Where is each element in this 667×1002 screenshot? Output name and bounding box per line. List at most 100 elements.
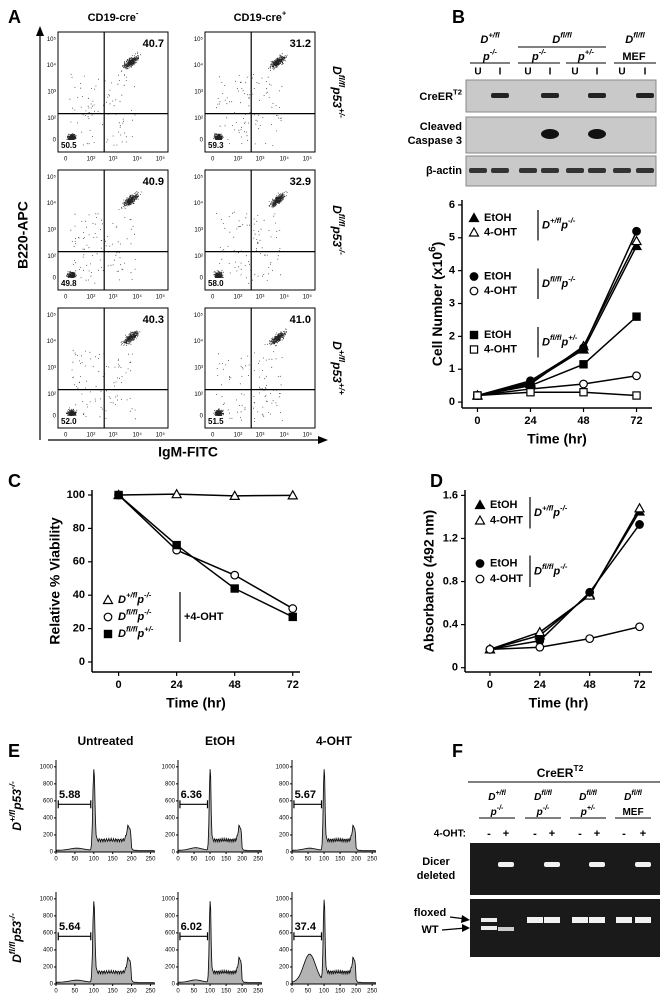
label-part: +/fl (550, 216, 562, 225)
label-part: D (10, 822, 24, 831)
label-part: p (552, 507, 560, 519)
label-part: +/fl (542, 503, 554, 512)
label-part: p (482, 51, 490, 63)
label-part: -/- (568, 274, 576, 283)
marker (229, 490, 241, 500)
y-tick-label: 10⁴ (194, 200, 204, 207)
label-part: D (542, 336, 550, 348)
panel-letter: E (8, 741, 20, 761)
plot-frame (57, 307, 169, 429)
label-part: D (542, 219, 550, 231)
x-tick-label: 250 (145, 989, 156, 995)
label-part: p (560, 219, 568, 231)
marker (632, 391, 641, 400)
marker (635, 622, 644, 632)
y-tick-label: 1000 (162, 764, 176, 770)
axis-title: Time (hr) (527, 431, 587, 447)
label-part: D (542, 278, 550, 290)
x-tick-label: 0 (474, 415, 480, 427)
x-tick-label: 250 (367, 857, 378, 863)
y-tick-label: 10⁵ (47, 36, 57, 43)
y-tick-label: 0 (452, 662, 458, 674)
x-tick-label: 50 (305, 857, 312, 863)
series-line (477, 391, 637, 397)
blot-band (588, 93, 606, 98)
x-tick-label: 50 (191, 989, 198, 995)
marker (288, 604, 298, 613)
marker (579, 360, 588, 369)
x-tick-label: 200 (351, 857, 362, 863)
x-tick-label: 50 (305, 989, 312, 995)
x-tick-label: 10³ (109, 295, 118, 301)
column-title: Untreated (77, 734, 133, 748)
quadrant-percent: 31.2 (290, 38, 311, 50)
x-tick-label: 0 (211, 433, 215, 439)
x-tick-label: 200 (237, 857, 248, 863)
marker (230, 584, 239, 593)
x-tick-label: 10⁵ (303, 156, 313, 163)
series-line (489, 626, 640, 651)
gel-band (544, 862, 560, 867)
y-tick-label: 0 (50, 982, 54, 988)
legend-marker (469, 272, 479, 281)
gel-band (481, 926, 497, 930)
y-tick-label: 1000 (40, 896, 54, 902)
histogram (177, 769, 262, 853)
panel-letter: A (8, 7, 21, 27)
x-tick-label: 250 (367, 989, 378, 995)
column-title: EtOH (205, 734, 235, 748)
y-tick-label: 1.6 (443, 489, 458, 501)
legend-label: EtOH (484, 329, 512, 341)
x-tick-label: 0 (54, 857, 58, 863)
subgroup-label: p-/- (482, 48, 497, 63)
gel (470, 843, 660, 895)
y-tick-label: 800 (279, 781, 290, 787)
quadrant-percent: 32.9 (290, 176, 311, 188)
y-tick-label: 80 (73, 522, 85, 534)
x-tick-label: 10² (234, 157, 243, 163)
label-part: D (534, 507, 542, 519)
y-tick-label: 800 (43, 913, 54, 919)
label-part: p (560, 278, 568, 290)
marker (171, 488, 183, 499)
y-tick-label: 0 (200, 138, 204, 144)
label-part: p (580, 807, 587, 818)
x-tick-label: 50 (72, 857, 79, 863)
label-part: +/- (568, 333, 578, 342)
y-tick-label: 0 (53, 138, 57, 144)
y-tick-label: 0 (449, 396, 455, 408)
lane-sign: - (533, 828, 537, 840)
x-tick-label: 24 (524, 415, 537, 427)
x-tick-label: 48 (229, 679, 241, 691)
label-part: -/- (7, 913, 17, 921)
legend-marker (103, 612, 113, 622)
blot-band (566, 168, 584, 173)
y-tick-label: 1000 (40, 764, 54, 770)
x-tick-label: 10² (234, 295, 243, 301)
legend-marker (469, 286, 479, 296)
y-tick-label: 600 (165, 930, 176, 936)
series-line (477, 240, 638, 397)
lane-label: U (474, 67, 481, 78)
panel-letter: D (430, 471, 443, 491)
y-tick-label: 0 (286, 850, 290, 856)
y-tick-label: 10⁴ (47, 62, 57, 69)
quadrant-percent: 52.0 (61, 417, 77, 426)
blot-band (541, 168, 559, 173)
blot-row-label: Caspase 3 (408, 135, 462, 147)
series-line (489, 507, 641, 651)
blot-band (613, 168, 631, 173)
x-tick-label: 0 (64, 433, 68, 439)
legend-label: 4-OHT (490, 573, 523, 585)
gate-value: 5.67 (295, 789, 316, 801)
lane-label: I (499, 67, 502, 78)
blot-band (491, 168, 509, 173)
gel-band (527, 917, 543, 923)
label-part: ) (429, 242, 445, 247)
label-part: CD19-cre (88, 12, 136, 24)
series-line (489, 524, 641, 651)
label-part: D (118, 611, 126, 623)
lane-sign: - (487, 828, 491, 840)
x-tick-label: 72 (633, 679, 645, 691)
